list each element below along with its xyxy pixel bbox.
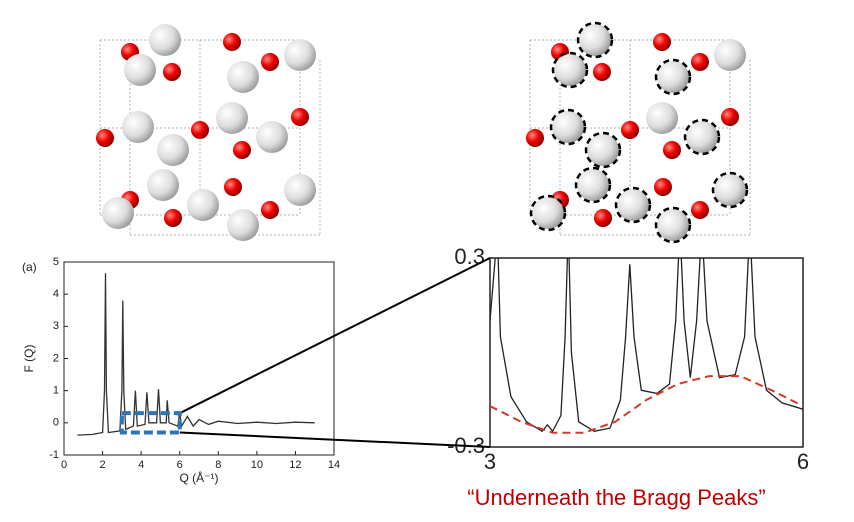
zoom-connector (179, 257, 491, 415)
highlight-ring (654, 58, 692, 96)
oxygen-atom (663, 141, 681, 159)
zoom-box (119, 411, 182, 435)
metal-atom (122, 111, 154, 143)
metal-atom (646, 102, 678, 134)
metal-atom (157, 134, 189, 166)
highlight-ring (574, 166, 612, 204)
x-tick-label: 10 (251, 459, 263, 471)
panel-label: (a) (22, 260, 37, 274)
oxygen-atom (691, 53, 709, 71)
x-tick-label: 8 (215, 459, 221, 471)
x-tick-label: 4 (138, 459, 144, 471)
x-tick-label: 12 (289, 459, 301, 471)
highlight-ring (549, 108, 587, 146)
oxygen-atom (691, 201, 709, 219)
y-tick-label: 4 (53, 288, 59, 300)
x-tick-label: 6 (177, 459, 183, 471)
oxygen-atom (721, 108, 739, 126)
oxygen-atom (163, 63, 181, 81)
oxygen-atom (223, 33, 241, 51)
metal-atom (102, 197, 134, 229)
y-tick-label: -1 (49, 449, 59, 461)
y-tick-label: 0 (53, 417, 59, 429)
x-tick-label: 0 (61, 459, 67, 471)
highlight-ring (576, 21, 614, 59)
highlight-ring (654, 206, 692, 244)
y-tick-label: 0.3 (454, 244, 485, 269)
metal-atom (147, 169, 179, 201)
highlight-ring (614, 186, 652, 224)
oxygen-atom (164, 209, 182, 227)
x-tick-label: 2 (100, 459, 106, 471)
data-line (77, 273, 315, 436)
oxygen-atom (526, 129, 544, 147)
metal-atom (227, 61, 259, 93)
x-tick-label: 14 (328, 459, 340, 471)
caption: “Underneath the Bragg Peaks” (467, 485, 765, 510)
oxygen-atom (653, 33, 671, 51)
oxygen-atom (291, 108, 309, 126)
x-tick-label: 6 (797, 449, 809, 474)
metal-atom (714, 39, 746, 71)
oxygen-atom (621, 121, 639, 139)
oxygen-atom (261, 53, 279, 71)
oxygen-atom (654, 178, 672, 196)
metal-atom (686, 121, 718, 153)
metal-atom (284, 174, 316, 206)
oxygen-atom (96, 129, 114, 147)
data-line (490, 375, 803, 434)
metal-atom (587, 134, 619, 166)
metal-atom (554, 54, 586, 86)
plot-frame (489, 257, 804, 448)
x-tick-label: 3 (484, 449, 496, 474)
highlight-ring (584, 131, 622, 169)
metal-atom (149, 24, 181, 56)
metal-atom (577, 169, 609, 201)
metal-atom (552, 111, 584, 143)
x-axis-label: Q (Å⁻¹) (180, 470, 219, 485)
metal-atom (216, 102, 248, 134)
zoom-connector (179, 431, 491, 448)
metal-atom (532, 197, 564, 229)
metal-atom (187, 189, 219, 221)
metal-atom (227, 209, 259, 241)
plot-area (490, 258, 803, 434)
oxygen-atom (224, 178, 242, 196)
oxygen-atom (593, 63, 611, 81)
highlight-ring (683, 118, 721, 156)
metal-atom (657, 61, 689, 93)
metal-atom (284, 39, 316, 71)
metal-atom (714, 174, 746, 206)
metal-atom (256, 121, 288, 153)
highlight-ring (551, 51, 589, 89)
oxygen-atom (233, 141, 251, 159)
metal-atom (617, 189, 649, 221)
oxygen-atom (191, 121, 209, 139)
y-axis-label: F (Q) (22, 345, 36, 373)
y-tick-label: 5 (53, 256, 59, 268)
y-tick-label: 1 (53, 385, 59, 397)
y-tick-label: 3 (53, 320, 59, 332)
oxygen-atom (594, 209, 612, 227)
oxygen-atom (261, 201, 279, 219)
metal-atom (657, 209, 689, 241)
y-tick-label: 2 (53, 352, 59, 364)
metal-atom (579, 24, 611, 56)
metal-atom (124, 54, 156, 86)
highlight-ring (711, 171, 749, 209)
highlight-ring (529, 194, 567, 232)
